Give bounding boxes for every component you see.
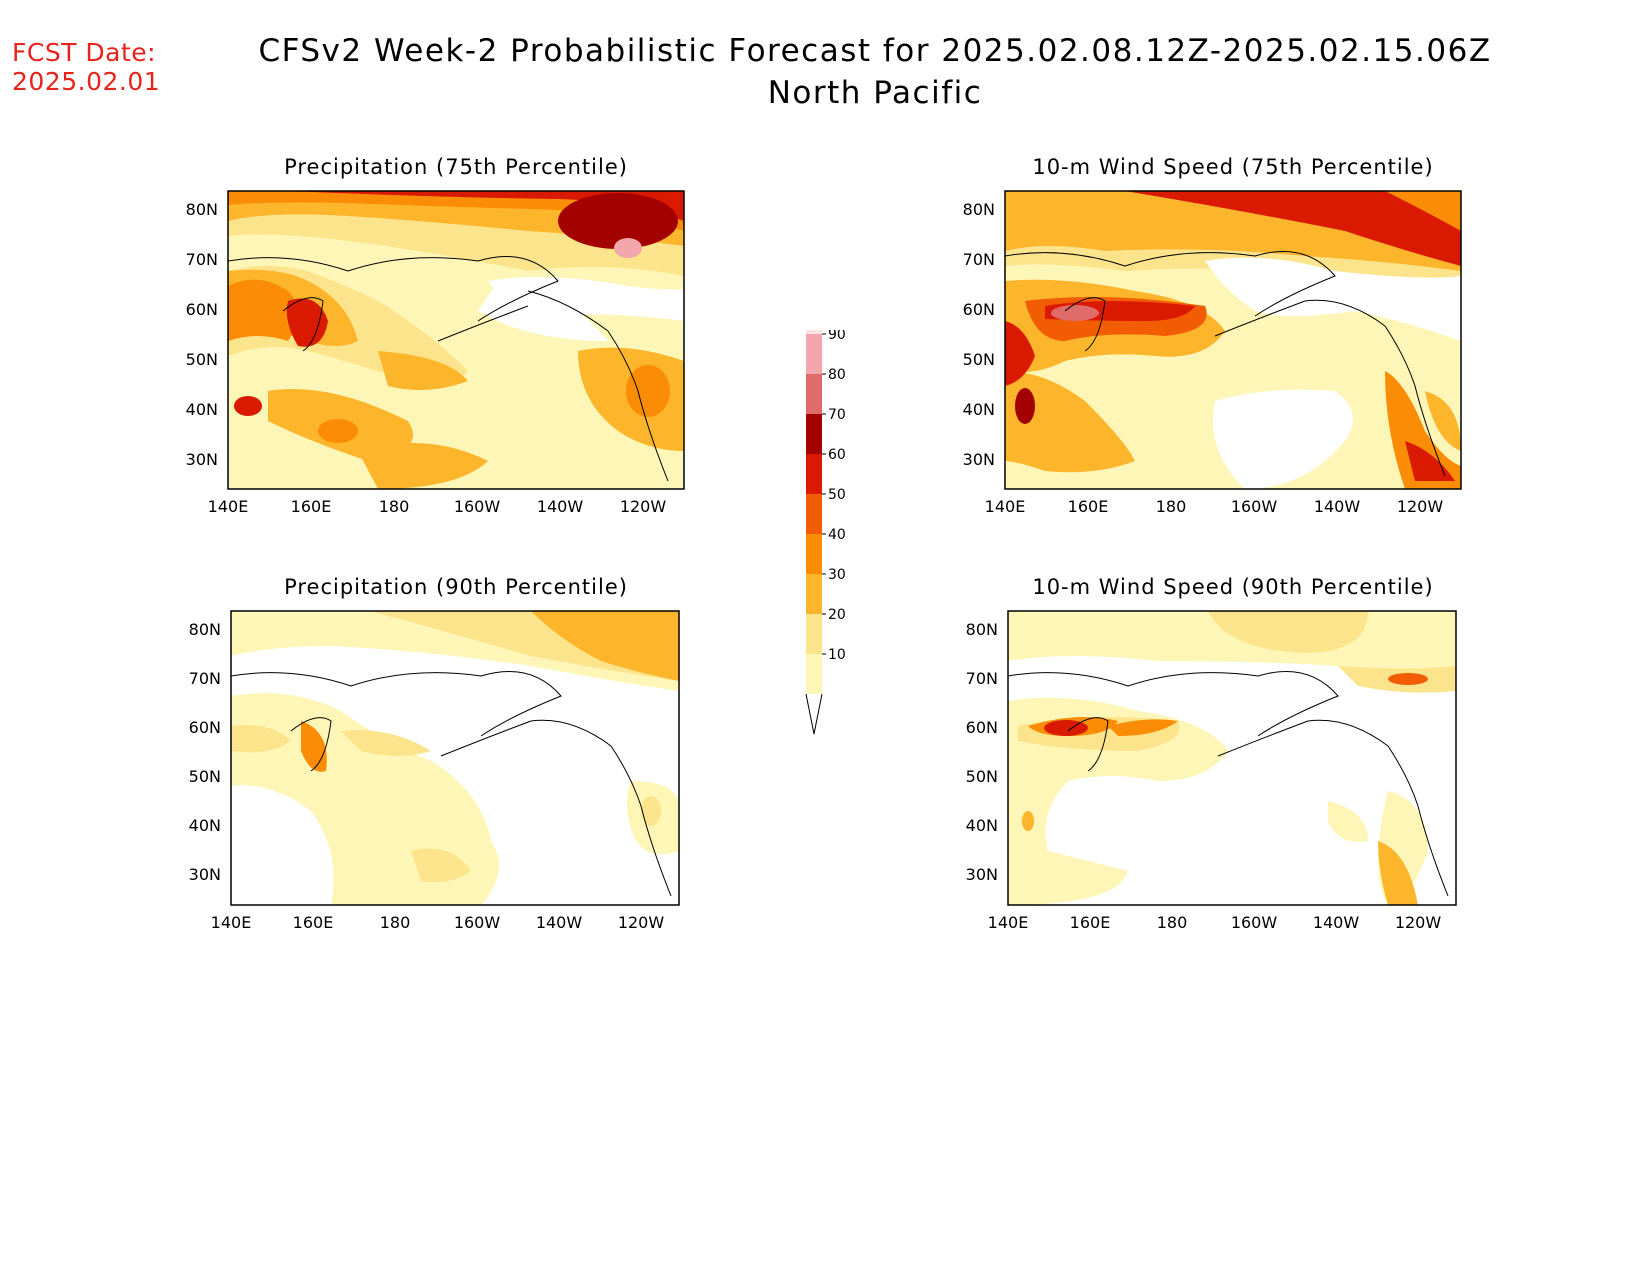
colorbar-swatch bbox=[806, 654, 822, 694]
panel-title-precip-75: Precipitation (75th Percentile) bbox=[284, 155, 628, 179]
lon-label: 120W bbox=[620, 497, 667, 515]
map-panel-precip-90: 80N 70N 60N 50N 40N 30N 140E 160E 180 16… bbox=[189, 610, 680, 932]
map-panel-precip-75: 80N 70N 60N 50N 40N 30N 140E 160E 180 16… bbox=[186, 190, 685, 515]
lat-label: 70N bbox=[966, 669, 998, 688]
panel-title-wind-75: 10-m Wind Speed (75th Percentile) bbox=[1032, 155, 1434, 179]
colorbar: 10 20 30 40 50 60 70 80 90 bbox=[805, 330, 846, 735]
lon-label: 160W bbox=[1231, 913, 1278, 932]
lon-label: 160W bbox=[454, 913, 501, 932]
lat-axis-labels-precip-90: 80N 70N 60N 50N 40N 30N bbox=[189, 620, 221, 884]
title-line-2: North Pacific bbox=[767, 75, 983, 111]
colorbar-tick-label: 30 bbox=[828, 567, 846, 583]
lat-label: 80N bbox=[963, 200, 995, 219]
lon-label: 120W bbox=[618, 913, 665, 932]
lat-label: 70N bbox=[186, 250, 218, 269]
lat-label: 60N bbox=[186, 300, 218, 319]
colorbar-tick-label: 40 bbox=[828, 527, 846, 543]
lat-label: 50N bbox=[966, 767, 998, 786]
lon-label: 180 bbox=[379, 497, 410, 515]
lat-label: 40N bbox=[186, 400, 218, 419]
lat-label: 30N bbox=[966, 865, 998, 884]
forecast-date-label: FCST Date: bbox=[12, 38, 157, 67]
colorbar-swatch bbox=[806, 374, 822, 414]
lat-label: 40N bbox=[189, 816, 221, 835]
colorbar-tick-label: 90 bbox=[828, 330, 846, 343]
colorbar-tick-label: 50 bbox=[828, 487, 846, 503]
lon-axis-labels-precip-90: 140E 160E 180 160W 140W 120W bbox=[211, 913, 665, 932]
panel-title-wind-90: 10-m Wind Speed (90th Percentile) bbox=[1032, 575, 1434, 599]
lon-axis-labels-wind-75: 140E 160E 180 160W 140W 120W bbox=[985, 497, 1444, 515]
colorbar-swatch bbox=[806, 414, 822, 454]
lat-label: 40N bbox=[966, 816, 998, 835]
lon-label: 160W bbox=[454, 497, 501, 515]
figure-title: CFSv2 Week-2 Probabilistic Forecast for … bbox=[185, 30, 1565, 114]
title-line-1: CFSv2 Week-2 Probabilistic Forecast for … bbox=[258, 33, 1492, 69]
lon-label: 160W bbox=[1231, 497, 1278, 515]
lat-label: 30N bbox=[186, 450, 218, 469]
lon-label: 140E bbox=[211, 913, 252, 932]
colorbar-swatch bbox=[806, 494, 822, 534]
lat-label: 60N bbox=[966, 718, 998, 737]
lat-label: 60N bbox=[189, 718, 221, 737]
colorbar-swatch bbox=[806, 574, 822, 614]
lat-label: 70N bbox=[189, 669, 221, 688]
colorbar-tick-label: 70 bbox=[828, 407, 846, 423]
colorbar-swatch bbox=[806, 330, 822, 334]
lon-label: 180 bbox=[380, 913, 411, 932]
colorbar-labels: 10 20 30 40 50 60 70 80 90 bbox=[822, 330, 846, 663]
lon-axis-labels-precip-75: 140E 160E 180 160W 140W 120W bbox=[208, 497, 667, 515]
lat-label: 80N bbox=[966, 620, 998, 639]
lat-label: 80N bbox=[186, 200, 218, 219]
lon-label: 140E bbox=[988, 913, 1029, 932]
lon-label: 120W bbox=[1395, 913, 1442, 932]
colorbar-boxes bbox=[805, 330, 823, 735]
lat-label: 80N bbox=[189, 620, 221, 639]
forecast-date-block: FCST Date: 2025.02.01 bbox=[12, 38, 160, 96]
lon-label: 160E bbox=[1068, 497, 1109, 515]
lon-label: 140W bbox=[536, 913, 583, 932]
lon-axis-labels-wind-90: 140E 160E 180 160W 140W 120W bbox=[988, 913, 1442, 932]
lat-axis-labels-wind-75: 80N 70N 60N 50N 40N 30N bbox=[963, 200, 995, 469]
lon-label: 160E bbox=[291, 497, 332, 515]
forecast-date-value: 2025.02.01 bbox=[12, 67, 161, 96]
lon-label: 140W bbox=[1313, 913, 1360, 932]
lon-label: 140W bbox=[537, 497, 584, 515]
colorbar-tick-label: 80 bbox=[828, 367, 846, 383]
colorbar-tick-label: 60 bbox=[828, 447, 846, 463]
lon-label: 120W bbox=[1397, 497, 1444, 515]
lat-label: 50N bbox=[963, 350, 995, 369]
lat-axis-labels-wind-90: 80N 70N 60N 50N 40N 30N bbox=[966, 620, 998, 884]
colorbar-swatch bbox=[806, 334, 822, 374]
lon-label: 140E bbox=[985, 497, 1026, 515]
lat-label: 30N bbox=[963, 450, 995, 469]
lat-label: 40N bbox=[963, 400, 995, 419]
panel-title-precip-90: Precipitation (90th Percentile) bbox=[284, 575, 628, 599]
lat-axis-labels-precip-75: 80N 70N 60N 50N 40N 30N bbox=[186, 200, 218, 469]
lon-label: 140W bbox=[1314, 497, 1361, 515]
lon-label: 140E bbox=[208, 497, 249, 515]
colorbar-tick-label: 10 bbox=[828, 647, 846, 663]
colorbar-bottom-cap bbox=[805, 693, 823, 735]
map-panel-wind-75: 80N 70N 60N 50N 40N 30N 140E 160E 180 16… bbox=[963, 190, 1462, 515]
lat-label: 50N bbox=[189, 767, 221, 786]
colorbar-swatch bbox=[806, 534, 822, 574]
map-panel-wind-90: 80N 70N 60N 50N 40N 30N 140E 160E 180 16… bbox=[966, 610, 1457, 932]
lat-label: 50N bbox=[186, 350, 218, 369]
lon-label: 180 bbox=[1157, 913, 1188, 932]
colorbar-swatch bbox=[806, 614, 822, 654]
lat-label: 30N bbox=[189, 865, 221, 884]
colorbar-tick-label: 20 bbox=[828, 607, 846, 623]
lon-label: 180 bbox=[1156, 497, 1187, 515]
lon-label: 160E bbox=[1070, 913, 1111, 932]
lat-label: 70N bbox=[963, 250, 995, 269]
lat-label: 60N bbox=[963, 300, 995, 319]
lon-label: 160E bbox=[293, 913, 334, 932]
colorbar-swatch bbox=[806, 454, 822, 494]
